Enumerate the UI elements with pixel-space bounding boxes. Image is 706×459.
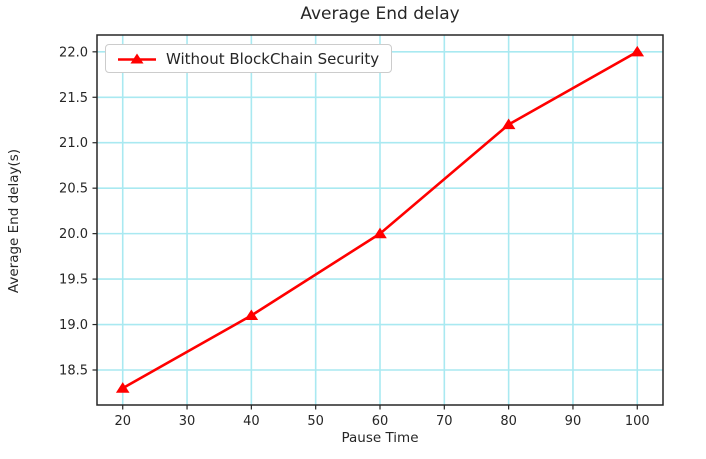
y-axis-label: Average End delay(s) xyxy=(6,148,22,294)
y-tick-label: 19.0 xyxy=(59,318,88,333)
data-point-marker xyxy=(373,227,387,239)
y-tick-label: 18.5 xyxy=(59,364,88,379)
x-axis-label: Pause Time xyxy=(341,430,419,446)
plot-border xyxy=(96,34,664,406)
y-tick-label: 22.0 xyxy=(59,45,88,60)
data-point-marker xyxy=(501,118,516,130)
x-tick-label: 50 xyxy=(307,414,324,429)
x-tick-label: 80 xyxy=(500,414,517,429)
x-tick-label: 20 xyxy=(114,414,131,429)
x-tick-label: 70 xyxy=(436,414,453,429)
chart-title: Average End delay xyxy=(300,4,460,24)
y-tick-label: 19.5 xyxy=(59,273,88,288)
data-point-marker xyxy=(115,382,130,393)
y-tick-label: 20.0 xyxy=(59,227,88,242)
y-tick-label: 20.5 xyxy=(59,182,88,197)
x-tick-label: 100 xyxy=(625,414,650,429)
legend-line-marker-icon xyxy=(118,53,156,63)
data-point-marker xyxy=(630,45,645,57)
data-point-marker xyxy=(244,309,259,321)
x-tick-label: 60 xyxy=(372,414,389,429)
legend: Without BlockChain Security xyxy=(105,44,393,73)
legend-label: Without BlockChain Security xyxy=(166,49,380,68)
y-tick-label: 21.0 xyxy=(59,136,88,151)
x-tick-label: 30 xyxy=(179,414,196,429)
x-tick-label: 90 xyxy=(565,414,582,429)
x-tick-label: 40 xyxy=(243,414,260,429)
y-tick-label: 21.5 xyxy=(59,91,88,106)
